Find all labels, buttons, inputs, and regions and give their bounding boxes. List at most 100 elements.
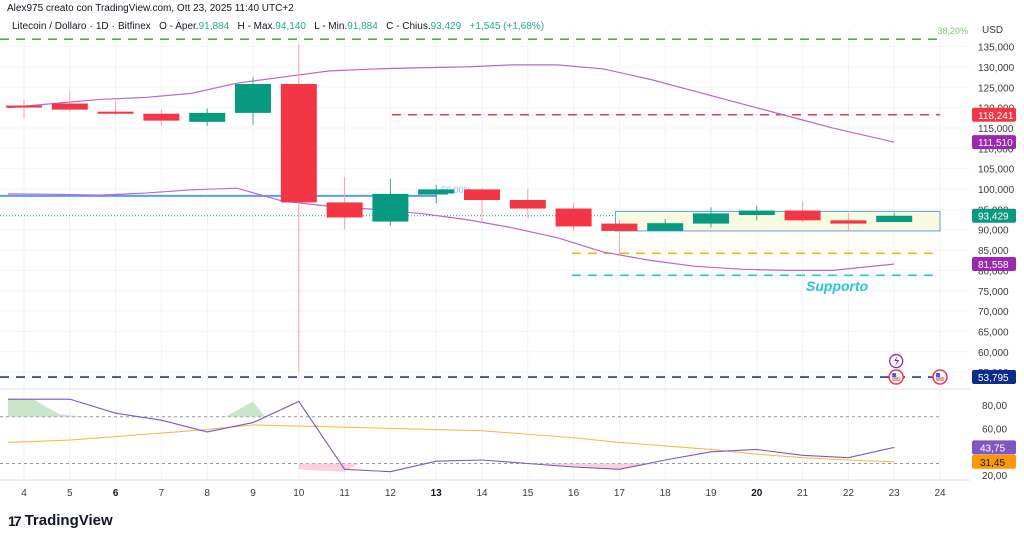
date-tick-14[interactable]: 14 [476, 488, 488, 499]
rsi-tick: 80,00 [982, 401, 1007, 412]
symbol-legend: Litecoin / Dollaro · 1D · Bitfinex O - Aper.… [12, 21, 545, 32]
date-tick-23[interactable]: 23 [889, 488, 901, 499]
date-tick-5[interactable]: 5 [67, 488, 73, 499]
tradingview-logo: 17 TradingView [8, 512, 113, 529]
overlay-lines: 38,20% 50,00% Supporto [0, 26, 968, 378]
bolt [894, 356, 900, 367]
candle-20[interactable] [738, 205, 775, 221]
high-label: H - Max. [237, 21, 276, 32]
date-tick-24[interactable]: 24 [934, 488, 946, 499]
candle-11[interactable] [326, 176, 363, 230]
badge-label: 43,75 [980, 443, 1005, 454]
open-value: 91,884 [198, 21, 230, 32]
date-tick-19[interactable]: 19 [705, 488, 717, 499]
price-tick: 65,000 [978, 327, 1009, 338]
date-tick-13[interactable]: 13 [431, 488, 443, 499]
candle-6[interactable] [97, 101, 134, 115]
rsi-line-rsi [8, 398, 895, 473]
price-axis[interactable]: USD135,000130,000125,000120,000115,00011… [972, 25, 1016, 482]
candle-body [6, 105, 42, 108]
fib-382-label: 38,20% [937, 26, 968, 36]
time-axis[interactable]: 4 5 6 7 8 9 10 11 12 13 14 15 16 17 18 19 20 21 22 23 24 [21, 488, 946, 499]
candle-7[interactable] [143, 109, 180, 126]
date-tick-7[interactable]: 7 [159, 488, 165, 499]
lightning-event-icon[interactable] [889, 353, 904, 369]
us-economic-event-icon[interactable] [888, 369, 904, 385]
price-tick: 90,000 [978, 226, 1009, 237]
candle-17[interactable] [601, 219, 638, 255]
flag-canton [936, 373, 940, 378]
price-badge: 118,241 [972, 107, 1016, 122]
bollinger-line [7, 64, 895, 143]
price-badge: 81,558 [972, 257, 1016, 272]
exchange: Bitfinex [117, 21, 151, 32]
high-value: 94,140 [275, 21, 306, 32]
price-badge: 111,510 [972, 135, 1016, 150]
date-tick-18[interactable]: 18 [660, 488, 672, 499]
candle-22[interactable] [830, 212, 867, 232]
date-tick-22[interactable]: 22 [843, 488, 855, 499]
date-tick-21[interactable]: 21 [797, 488, 809, 499]
date-tick-15[interactable]: 15 [522, 488, 534, 499]
candle-15[interactable] [509, 189, 546, 218]
candle-8[interactable] [189, 108, 226, 126]
candle-14[interactable] [464, 187, 500, 222]
candle-13[interactable] [418, 184, 455, 204]
date-tick-16[interactable]: 16 [568, 488, 580, 499]
date-tick-9[interactable]: 9 [250, 488, 256, 499]
price-badge: 93,429 [972, 208, 1016, 223]
price-tick: 100,000 [978, 185, 1015, 196]
candle-body [372, 193, 409, 222]
open-label: O - Aper. [159, 21, 199, 32]
candle-23[interactable] [876, 212, 913, 223]
date-tick-12[interactable]: 12 [385, 488, 397, 499]
badge-bg [972, 107, 1016, 122]
oversold-fill [298, 463, 359, 472]
candle-4[interactable] [6, 99, 42, 118]
candle-9[interactable] [235, 77, 271, 125]
bollinger-line [7, 187, 895, 271]
date-tick-10[interactable]: 10 [293, 488, 305, 499]
price-tick: 110,000 [978, 144, 1014, 155]
low-label: L - Min. [314, 21, 348, 32]
date-tick-11[interactable]: 11 [339, 488, 350, 499]
candle-18[interactable] [647, 219, 684, 231]
oversold-fill [527, 463, 656, 470]
candle-19[interactable] [693, 207, 729, 228]
us-economic-event-icon[interactable] [932, 369, 948, 385]
fib-50-label: 50,00% [441, 185, 472, 195]
price-tick: 75,000 [978, 287, 1009, 298]
price-tick: 80,000 [978, 266, 1009, 277]
event-markers[interactable] [888, 353, 948, 385]
badge-bg [972, 257, 1016, 272]
badge-label: 93,429 [978, 212, 1009, 223]
bollinger-bands [7, 64, 895, 271]
candle-body [830, 220, 867, 224]
price-tick: 85,000 [978, 246, 1009, 257]
candle-12[interactable] [372, 178, 409, 226]
symbol-name[interactable]: Litecoin / Dollaro [12, 21, 87, 32]
date-tick-20[interactable]: 20 [751, 488, 763, 499]
candle-body [509, 199, 546, 209]
candle-21[interactable] [784, 201, 821, 223]
interval[interactable]: 1D [95, 21, 109, 32]
candle-body [555, 208, 592, 227]
badge-label: 118,241 [978, 111, 1014, 122]
date-tick-4[interactable]: 4 [21, 488, 27, 499]
rsi-tick: 60,00 [982, 424, 1007, 435]
candle-5[interactable] [51, 91, 88, 112]
rsi-badge: 43,75 [972, 440, 1016, 455]
price-tick: 70,000 [978, 307, 1009, 318]
date-tick-17[interactable]: 17 [614, 488, 626, 499]
close-label: C - Chius. [386, 21, 431, 32]
low-value: 91,884 [347, 21, 378, 32]
badge-label: 31,45 [980, 458, 1005, 469]
badge-label: 81,558 [978, 260, 1009, 271]
date-tick-8[interactable]: 8 [204, 488, 210, 499]
date-tick-6[interactable]: 6 [113, 488, 119, 499]
candle-body [326, 202, 363, 218]
candle-body [280, 83, 317, 203]
candle-10[interactable] [280, 44, 317, 373]
candle-16[interactable] [555, 203, 592, 231]
